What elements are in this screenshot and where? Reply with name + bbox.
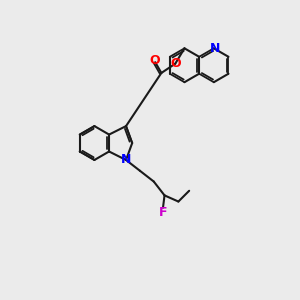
Text: O: O [149, 54, 160, 67]
Text: O: O [170, 57, 181, 70]
Text: N: N [121, 154, 131, 166]
Text: N: N [209, 42, 220, 55]
Text: F: F [159, 206, 167, 219]
